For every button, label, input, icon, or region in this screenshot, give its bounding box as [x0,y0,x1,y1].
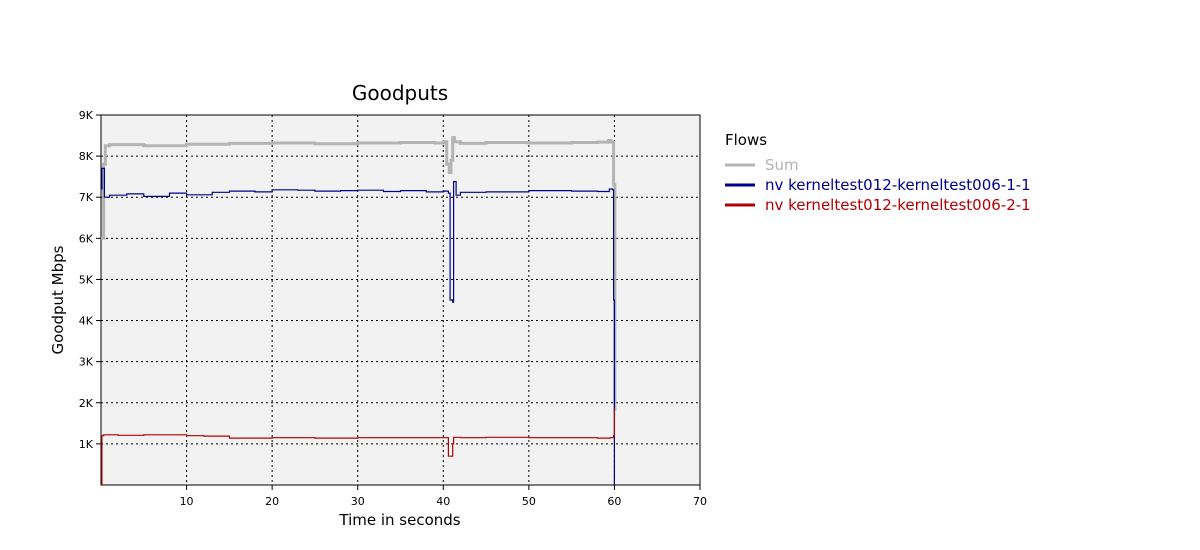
x-tick-label: 40 [436,495,450,508]
data-series [101,136,617,486]
legend: Flows Sum nv kerneltest012-kerneltest006-… [725,131,1031,214]
x-tick-label: 10 [180,495,194,508]
y-tick-label: 9K [79,109,94,122]
x-axis-title: Time in seconds [338,511,460,529]
legend-label-2: nv kerneltest012-kerneltest006-1-1 [765,176,1031,194]
y-tick-label: 1K [79,438,94,451]
axes: 10 20 30 40 50 60 70 1K 2K 3K 4K 5K 6K 7K 8K 9K [79,109,707,508]
x-tick-label: 70 [693,495,707,508]
y-tick-label: 6K [79,232,94,245]
series-line-3 [101,408,616,486]
y-tick-label: 8K [79,150,94,163]
series-line-1 [101,136,617,411]
y-tick-label: 2K [79,397,94,410]
series-line-2 [101,167,616,485]
y-axis-title: Goodput Mbps [49,245,67,354]
x-tick-label: 20 [265,495,279,508]
y-tick-label: 5K [79,273,94,286]
y-tick-label: 3K [79,356,94,369]
legend-label-1: Sum [765,156,799,174]
x-tick-label: 50 [522,495,536,508]
plot-area [100,114,701,486]
y-tick-label: 7K [79,191,94,204]
y-tick-label: 4K [79,315,94,328]
legend-label-3: nv kerneltest012-kerneltest006-2-1 [765,196,1031,214]
x-tick-label: 60 [607,495,621,508]
legend-title: Flows [725,131,767,149]
chart-title: Goodputs [352,81,448,105]
x-tick-label: 30 [351,495,365,508]
